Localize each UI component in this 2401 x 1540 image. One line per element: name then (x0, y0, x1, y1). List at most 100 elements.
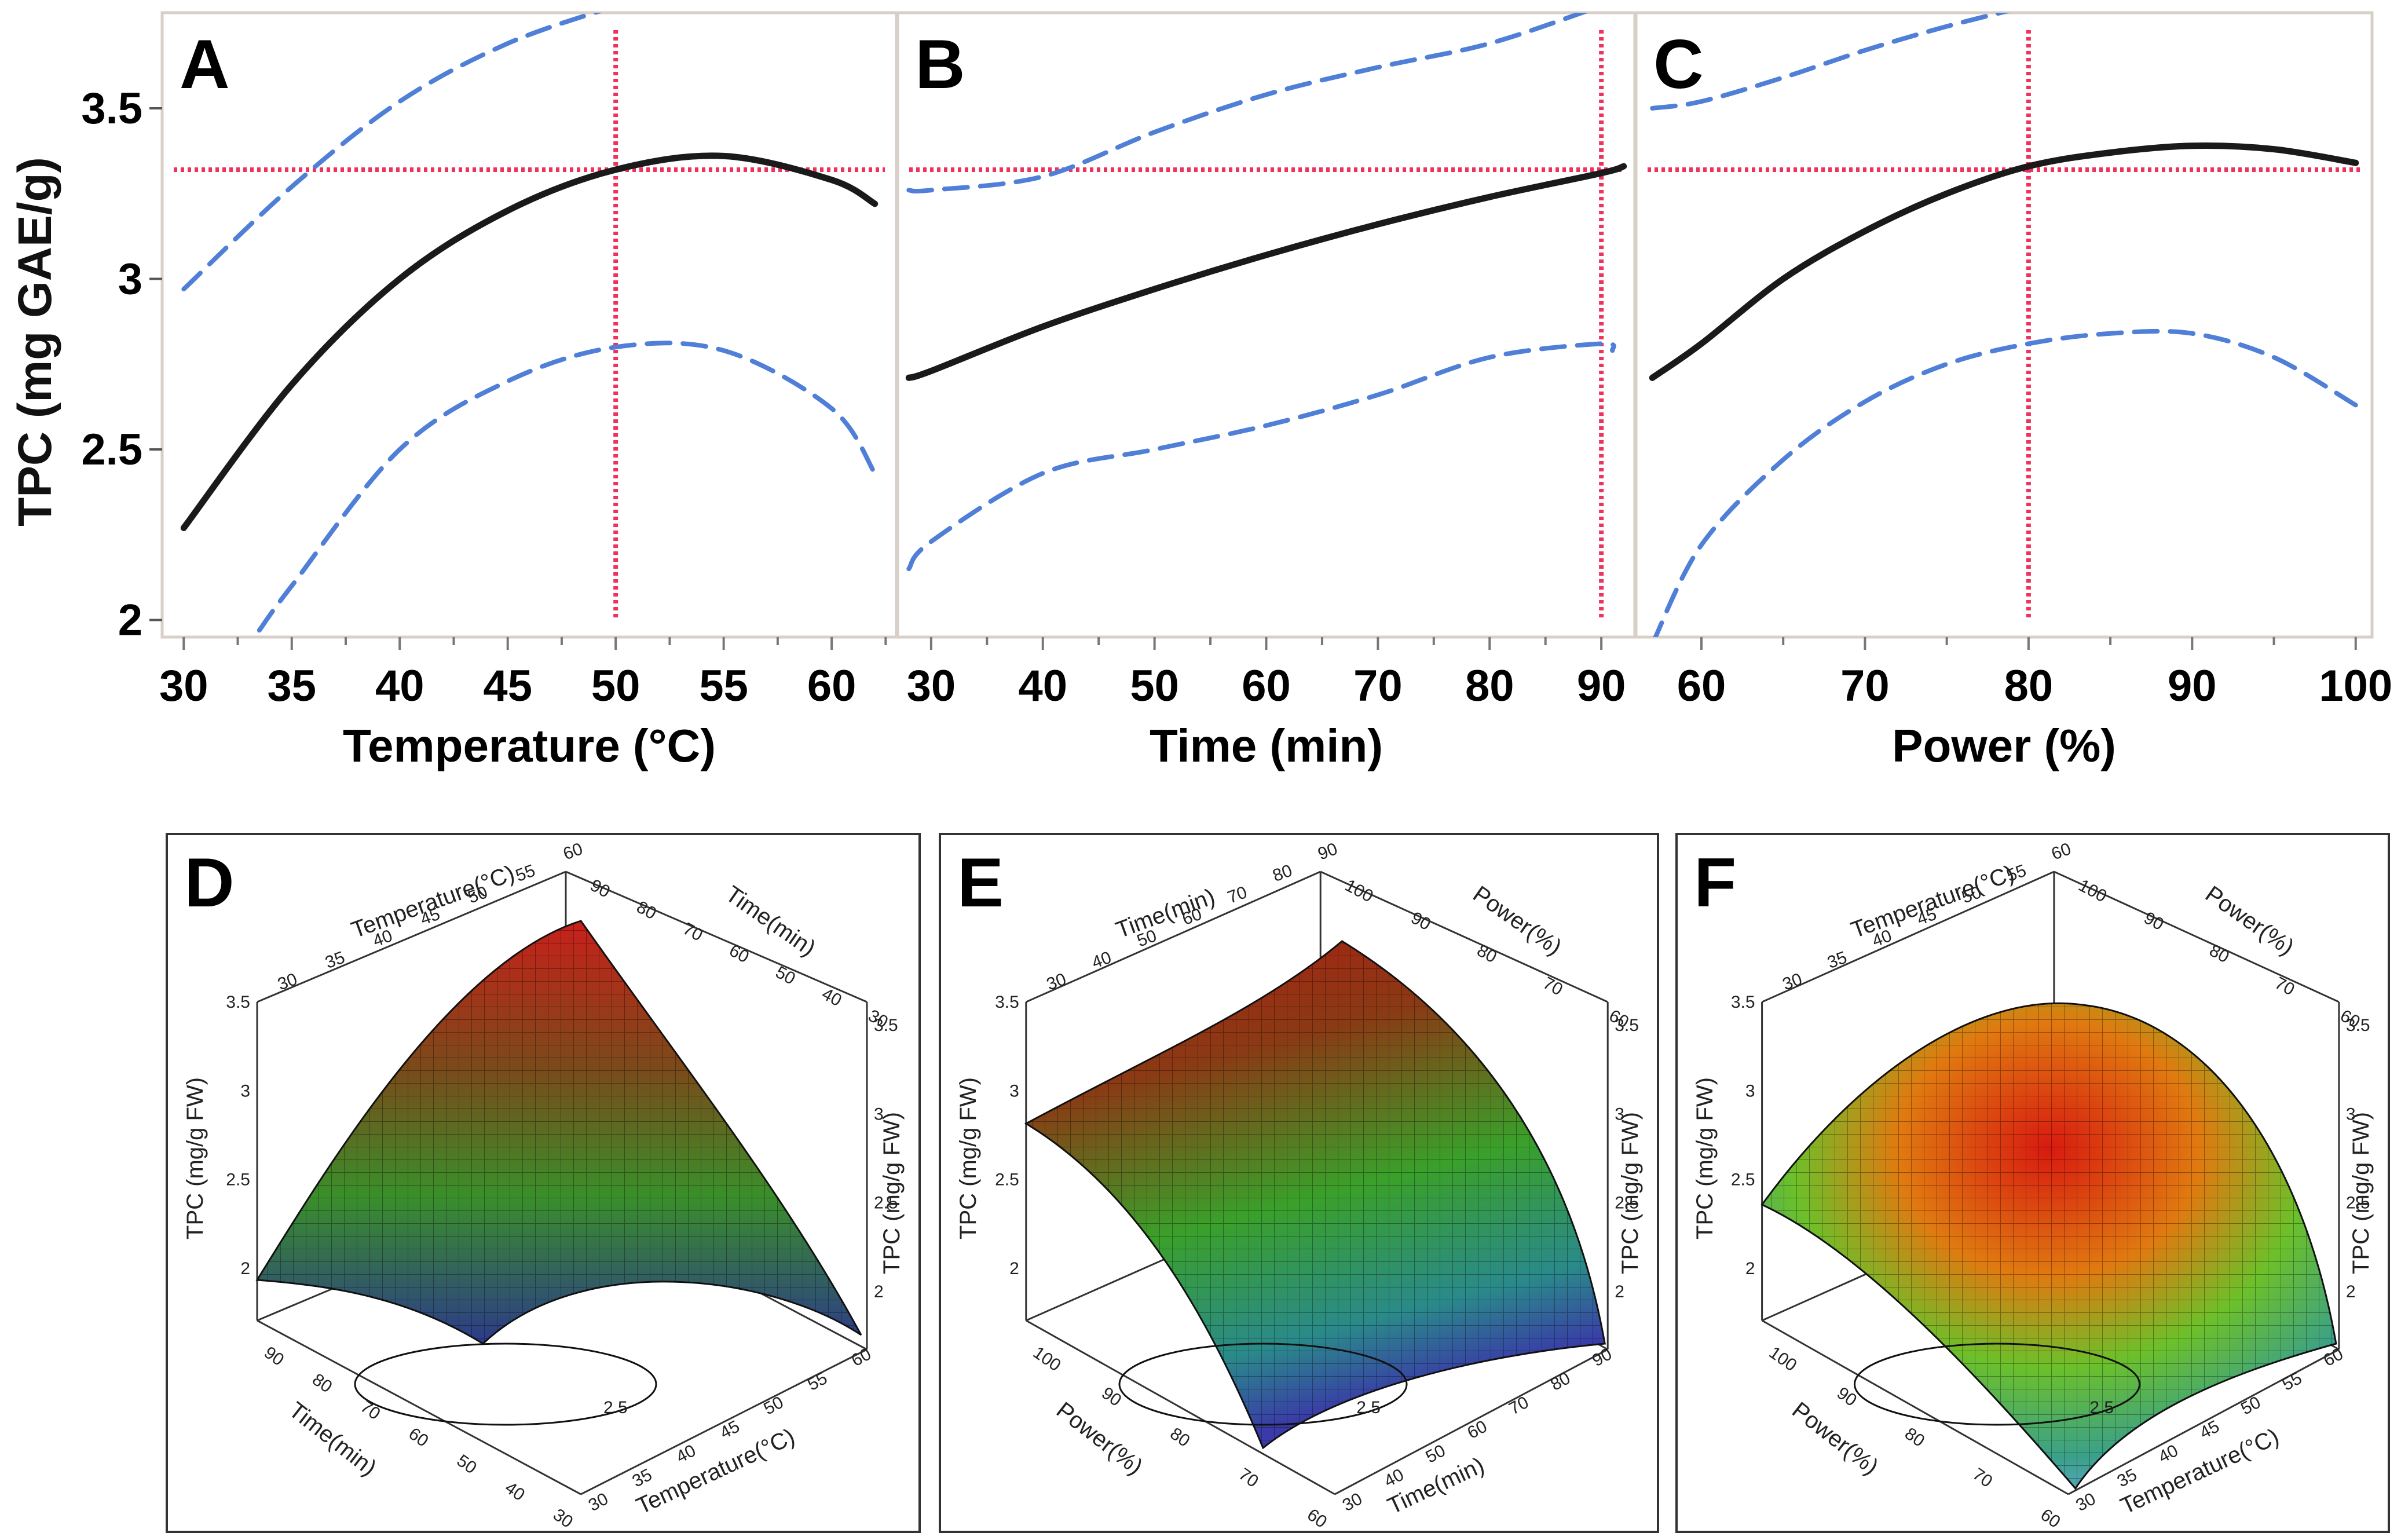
x-tick-label: 80 (1465, 661, 1514, 711)
x-tick-label: 55 (699, 661, 748, 711)
contour-label: 2.5 (603, 1398, 628, 1417)
z-tick-right: 3 (1615, 1104, 1624, 1124)
x-tick-label: 70 (1840, 661, 1890, 711)
surface-mesh (1762, 1003, 2336, 1488)
z-tick-right: 3.5 (2346, 1016, 2370, 1035)
panel-frame (1634, 11, 2374, 639)
x-tick-label: 90 (1577, 661, 1626, 711)
box-edge (1320, 870, 1608, 1003)
z-axis-label-right: TPC (mg/g FW) (1617, 1112, 1643, 1274)
x-tick-label: 30 (159, 661, 208, 711)
x-tick-label: 70 (1353, 661, 1403, 711)
z-tick-right: 2.5 (874, 1194, 898, 1213)
z-tick-left: 3.5 (1731, 993, 1755, 1012)
box-edge (565, 870, 868, 1003)
box-edge (2067, 1348, 2340, 1495)
x-tick-label: 45 (483, 661, 532, 711)
panel-letter: B (915, 25, 965, 103)
z-tick-left: 2 (240, 1259, 250, 1278)
box-edge (580, 1348, 868, 1495)
upper-ci-curve (1650, 13, 2011, 111)
surface-mesh (1026, 941, 1605, 1448)
panel-b: 30 40 50 60 70 80 90 Time (min) B (896, 11, 1637, 771)
z-tick-right: 3 (874, 1104, 884, 1124)
contour-label: 2.5 (1356, 1398, 1381, 1417)
x-axis-label: Temperature (°C) (343, 720, 716, 771)
z-axis-label-right: TPC (mg/g FW) (2348, 1112, 2374, 1274)
z-tick-left: 3 (1745, 1081, 1755, 1100)
z-tick-left: 2.5 (226, 1170, 250, 1190)
x-tick-label: 35 (267, 661, 316, 711)
z-axis-label-left: TPC (mg/g FW) (182, 1077, 208, 1239)
panel-letter: D (184, 844, 235, 921)
box-edge (1026, 1319, 1335, 1495)
z-tick-left: 3 (1009, 1081, 1019, 1100)
lower-ci-curve (906, 341, 1616, 572)
box-edge (2054, 870, 2340, 1003)
x-tick-label: 60 (1242, 661, 1291, 711)
y-tick-label: 2.5 (81, 425, 142, 474)
contour-label: 2.5 (2089, 1398, 2114, 1417)
z-tick-left: 3 (240, 1081, 250, 1100)
panel-letter: C (1653, 25, 1704, 103)
z-tick-left: 2.5 (1731, 1170, 1755, 1190)
panel-frame (160, 11, 898, 639)
z-tick-left: 2 (1009, 1259, 1019, 1278)
x-tick-label: 50 (1130, 661, 1179, 711)
z-axis-label-left: TPC (mg/g FW) (1692, 1077, 1718, 1239)
x-axis-label: Power (%) (1892, 720, 2116, 771)
z-tick-right: 2 (2346, 1282, 2356, 1301)
box-edge (1334, 1348, 1608, 1495)
prediction-curve (1649, 142, 2359, 381)
z-tick-left: 2 (1745, 1259, 1755, 1278)
x-tick-label: 80 (2004, 661, 2054, 711)
y-tick-label: 2 (118, 596, 142, 645)
box-edge (1761, 870, 2055, 1003)
lower-ci-curve (1653, 328, 2358, 637)
x-tick-label: 40 (1018, 661, 1067, 711)
panel-frame (896, 11, 1637, 639)
prediction-curve (905, 163, 1627, 381)
panel-letter: F (1694, 844, 1736, 921)
x-tick-label: 100 (2319, 661, 2392, 711)
lower-ci-curve (257, 341, 877, 633)
x-tick-label: 90 (2168, 661, 2217, 711)
panel-a: 2 2.5 3 3.5 30 35 40 45 50 55 60 Temperature (°C) A (81, 11, 898, 771)
box-edge (1026, 870, 1321, 1003)
x-tick-label: 50 (591, 661, 640, 711)
contour-line (354, 1343, 657, 1426)
panel-letter: A (180, 25, 230, 103)
panel-c: 60 70 80 90 100 Power (%) C (1634, 11, 2392, 771)
y-axis-label: TPC (mg GAE/g) (9, 157, 61, 526)
z-axis-label-left: TPC (mg/g FW) (956, 1077, 981, 1239)
z-tick-left: 3.5 (226, 993, 250, 1012)
z-tick-right: 3.5 (874, 1016, 898, 1035)
y-tick-label: 3.5 (81, 84, 142, 133)
x-tick-label: 40 (375, 661, 424, 711)
z-tick-right: 2 (1615, 1282, 1624, 1301)
z-tick-right: 2.5 (1615, 1194, 1639, 1213)
box-edge (257, 1319, 581, 1495)
panel-letter: E (957, 844, 1004, 921)
z-tick-right: 2 (874, 1282, 884, 1301)
box-edge (257, 870, 566, 1003)
z-tick-right: 3.5 (1615, 1016, 1639, 1035)
box-edge (1761, 1319, 2069, 1495)
contour-line (1118, 1343, 1408, 1426)
upper-ci-curve (181, 13, 602, 292)
z-tick-left: 2.5 (995, 1170, 1019, 1190)
y-tick-label: 3 (118, 254, 142, 303)
x-tick-label: 60 (807, 661, 857, 711)
prediction-curve (180, 152, 879, 531)
z-axis-label-right: TPC (mg/g FW) (879, 1112, 905, 1274)
upper-ci-curve (906, 13, 1589, 194)
contour-line (1854, 1343, 2140, 1426)
surface-mesh (257, 921, 861, 1344)
x-tick-label: 30 (907, 661, 956, 711)
x-axis-label: Time (min) (1150, 720, 1383, 771)
z-tick-left: 3.5 (995, 993, 1019, 1012)
